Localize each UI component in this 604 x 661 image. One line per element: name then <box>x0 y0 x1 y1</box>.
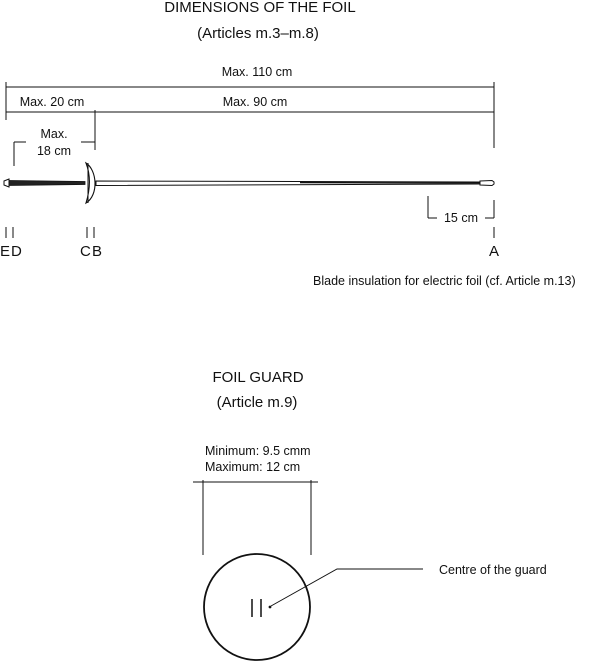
foil-drawing <box>3 161 495 205</box>
guard-subtitle: (Article m.9) <box>217 394 298 411</box>
insulation-note: Blade insulation for electric foil (cf. … <box>313 274 576 288</box>
dimension-insulation: 15 cm <box>427 196 495 225</box>
guard-title: FOIL GUARD <box>212 369 303 386</box>
dimension-blade-label: Max. 90 cm <box>223 95 288 109</box>
point-b-label: B <box>92 243 102 260</box>
dimension-grip-label-line1: Max. <box>40 127 67 141</box>
dimension-grip-label-line2: 18 cm <box>37 144 71 158</box>
foil-title: DIMENSIONS OF THE FOIL <box>164 0 355 16</box>
tip-shape <box>479 179 495 187</box>
point-c-label: C <box>80 243 91 260</box>
dimension-grip: Max. 18 cm <box>13 127 95 166</box>
guard-circle <box>203 553 311 661</box>
guard-bell-shape <box>84 161 96 205</box>
dimension-blade: Max. 90 cm <box>95 95 494 113</box>
dimension-total-label: Max. 110 cm <box>222 65 293 79</box>
dimension-handle-label: Max. 20 cm <box>20 95 85 109</box>
point-d-label: D <box>11 243 22 260</box>
dimension-handle: Max. 20 cm <box>6 95 96 150</box>
point-e-label: E <box>0 243 10 260</box>
guard-centre-label: Centre of the guard <box>439 563 547 577</box>
guard-max-label: Maximum: 12 cm <box>205 460 300 474</box>
grip-shape <box>8 180 86 186</box>
guard-min-label: Minimum: 9.5 cmm <box>205 444 311 458</box>
point-a-label: A <box>489 243 499 260</box>
pommel-shape <box>3 178 10 188</box>
dimension-insulation-label: 15 cm <box>444 211 478 225</box>
guard-diameter-dimension <box>193 480 318 555</box>
foil-subtitle: (Articles m.3–m.8) <box>197 25 319 42</box>
dimension-total: Max. 110 cm <box>5 65 495 148</box>
reference-ticks <box>5 227 495 238</box>
guard-centre-leader <box>270 568 423 607</box>
